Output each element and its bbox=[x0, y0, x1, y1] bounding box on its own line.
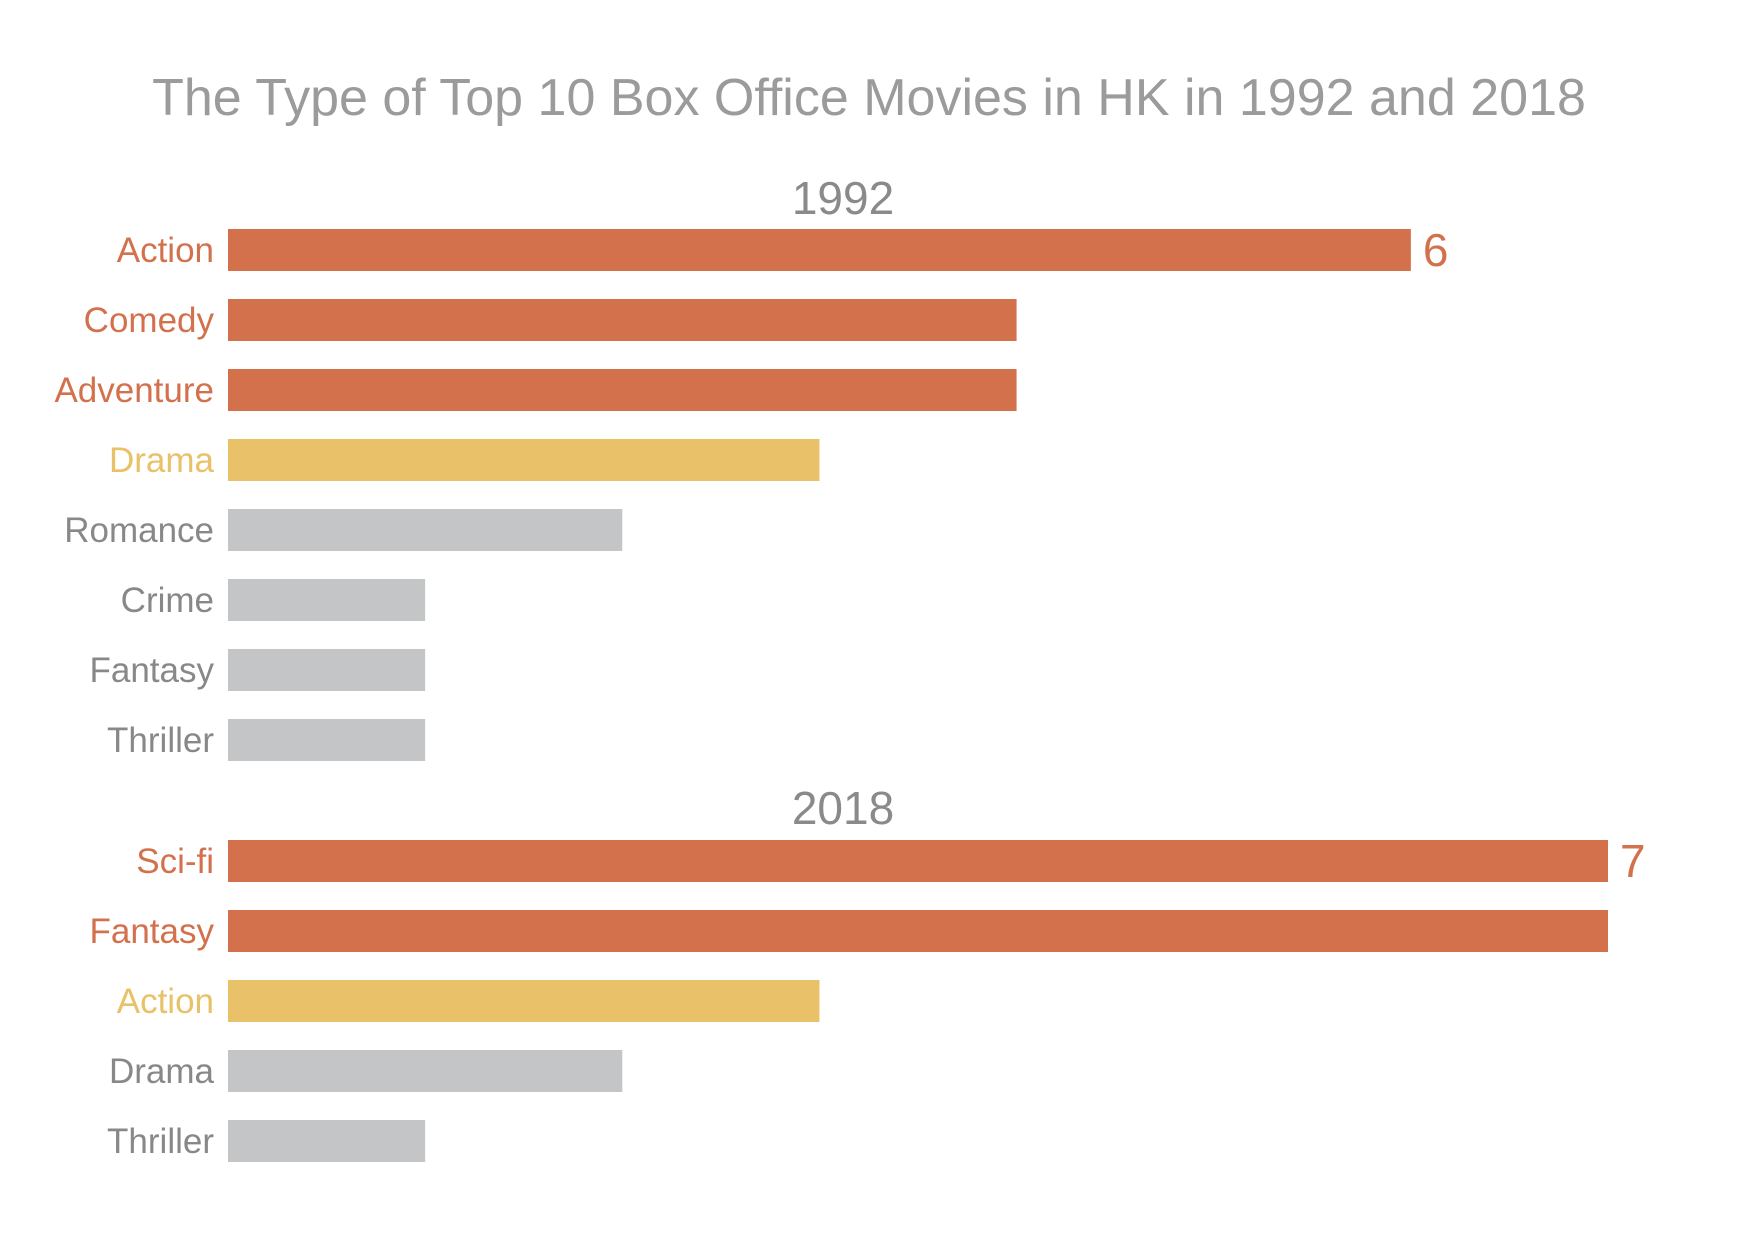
data-label: 6 bbox=[1423, 224, 1449, 276]
bar-crime bbox=[228, 579, 426, 621]
bar-fantasy bbox=[228, 649, 426, 691]
category-label: Fantasy bbox=[90, 651, 215, 690]
data-label: 7 bbox=[1620, 835, 1646, 887]
bar-romance bbox=[228, 509, 623, 551]
category-label: Crime bbox=[121, 581, 214, 620]
panels-layer: 1992 Action 6 Comedy Adventure Drama Romance Cr… bbox=[54, 172, 1646, 1162]
bar-thriller bbox=[228, 1120, 426, 1162]
bar-drama bbox=[228, 439, 820, 481]
category-label: Thriller bbox=[107, 721, 214, 760]
category-label: Romance bbox=[64, 511, 214, 550]
category-label: Fantasy bbox=[90, 912, 215, 951]
bar-action bbox=[228, 229, 1411, 271]
category-label: Drama bbox=[109, 1052, 215, 1091]
bar-action bbox=[228, 980, 820, 1022]
category-label: Adventure bbox=[54, 371, 214, 410]
category-label: Action bbox=[117, 231, 214, 270]
bar-drama bbox=[228, 1050, 623, 1092]
panel-title: 1992 bbox=[792, 172, 894, 224]
panel-1992: 1992 Action 6 Comedy Adventure Drama Romance Cr… bbox=[54, 172, 1448, 761]
chart-title: The Type of Top 10 Box Office Movies in … bbox=[152, 69, 1586, 127]
category-label: Thriller bbox=[107, 1122, 214, 1161]
bar-thriller bbox=[228, 719, 426, 761]
category-label: Comedy bbox=[84, 301, 215, 340]
bar-fantasy bbox=[228, 910, 1608, 952]
bar-adventure bbox=[228, 369, 1017, 411]
panel-2018: 2018 Sci-fi 7 Fantasy Action Drama Thriller bbox=[90, 782, 1646, 1162]
category-label: Sci-fi bbox=[136, 842, 214, 881]
panel-title: 2018 bbox=[792, 782, 894, 834]
category-label: Drama bbox=[109, 441, 215, 480]
bar-comedy bbox=[228, 299, 1017, 341]
bar-sci-fi bbox=[228, 840, 1608, 882]
category-label: Action bbox=[117, 982, 214, 1021]
